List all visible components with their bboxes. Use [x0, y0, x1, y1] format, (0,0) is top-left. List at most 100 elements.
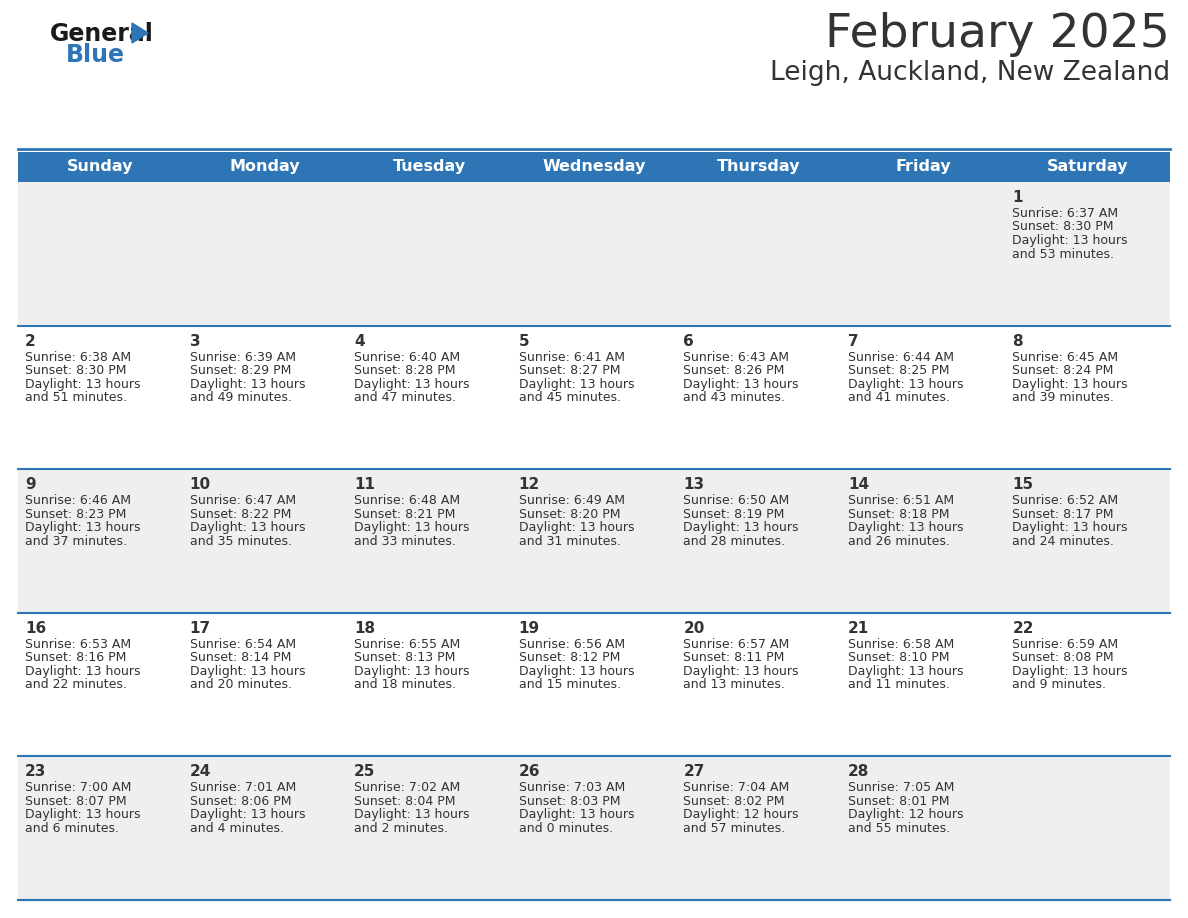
Text: Sunset: 8:13 PM: Sunset: 8:13 PM: [354, 651, 455, 665]
Text: Sunrise: 6:47 AM: Sunrise: 6:47 AM: [190, 494, 296, 508]
Text: Sunset: 8:22 PM: Sunset: 8:22 PM: [190, 508, 291, 521]
Text: and 31 minutes.: and 31 minutes.: [519, 534, 620, 548]
Text: Sunset: 8:30 PM: Sunset: 8:30 PM: [1012, 220, 1114, 233]
Text: Sunday: Sunday: [67, 160, 133, 174]
Text: 10: 10: [190, 477, 210, 492]
Text: Sunset: 8:16 PM: Sunset: 8:16 PM: [25, 651, 126, 665]
Text: Sunrise: 7:05 AM: Sunrise: 7:05 AM: [848, 781, 954, 794]
Text: and 28 minutes.: and 28 minutes.: [683, 534, 785, 548]
Text: Daylight: 13 hours: Daylight: 13 hours: [25, 665, 140, 677]
Text: Sunset: 8:18 PM: Sunset: 8:18 PM: [848, 508, 949, 521]
Text: Daylight: 13 hours: Daylight: 13 hours: [683, 665, 798, 677]
Text: Sunset: 8:19 PM: Sunset: 8:19 PM: [683, 508, 784, 521]
Text: 20: 20: [683, 621, 704, 636]
Text: Sunset: 8:25 PM: Sunset: 8:25 PM: [848, 364, 949, 377]
Text: 16: 16: [25, 621, 46, 636]
Text: 26: 26: [519, 765, 541, 779]
Text: Sunrise: 6:37 AM: Sunrise: 6:37 AM: [1012, 207, 1119, 220]
Text: Friday: Friday: [896, 160, 950, 174]
Text: Sunset: 8:14 PM: Sunset: 8:14 PM: [190, 651, 291, 665]
Text: Blue: Blue: [67, 43, 125, 67]
Text: Sunrise: 6:48 AM: Sunrise: 6:48 AM: [354, 494, 460, 508]
Text: and 11 minutes.: and 11 minutes.: [848, 678, 949, 691]
Text: Sunset: 8:23 PM: Sunset: 8:23 PM: [25, 508, 126, 521]
Text: and 24 minutes.: and 24 minutes.: [1012, 534, 1114, 548]
Text: Sunrise: 7:04 AM: Sunrise: 7:04 AM: [683, 781, 790, 794]
Text: Saturday: Saturday: [1047, 160, 1129, 174]
Bar: [18, 756, 1170, 900]
Text: Daylight: 13 hours: Daylight: 13 hours: [354, 665, 469, 677]
Text: Monday: Monday: [229, 160, 301, 174]
Text: and 0 minutes.: and 0 minutes.: [519, 822, 613, 834]
Text: 14: 14: [848, 477, 868, 492]
Text: Sunrise: 6:52 AM: Sunrise: 6:52 AM: [1012, 494, 1119, 508]
Text: Daylight: 13 hours: Daylight: 13 hours: [848, 665, 963, 677]
Text: Sunset: 8:17 PM: Sunset: 8:17 PM: [1012, 508, 1114, 521]
Text: Sunset: 8:01 PM: Sunset: 8:01 PM: [848, 795, 949, 808]
Text: Daylight: 13 hours: Daylight: 13 hours: [190, 521, 305, 534]
Text: and 33 minutes.: and 33 minutes.: [354, 534, 456, 548]
Text: Wednesday: Wednesday: [542, 160, 646, 174]
Text: and 43 minutes.: and 43 minutes.: [683, 391, 785, 404]
Text: Sunset: 8:04 PM: Sunset: 8:04 PM: [354, 795, 456, 808]
Text: Sunset: 8:02 PM: Sunset: 8:02 PM: [683, 795, 785, 808]
Text: Thursday: Thursday: [716, 160, 801, 174]
Text: Sunset: 8:08 PM: Sunset: 8:08 PM: [1012, 651, 1114, 665]
Text: Sunset: 8:03 PM: Sunset: 8:03 PM: [519, 795, 620, 808]
Text: Daylight: 13 hours: Daylight: 13 hours: [848, 377, 963, 390]
Text: and 6 minutes.: and 6 minutes.: [25, 822, 119, 834]
Text: 11: 11: [354, 477, 375, 492]
Text: Sunrise: 6:51 AM: Sunrise: 6:51 AM: [848, 494, 954, 508]
Text: Daylight: 13 hours: Daylight: 13 hours: [519, 377, 634, 390]
Text: Daylight: 13 hours: Daylight: 13 hours: [190, 377, 305, 390]
Text: 2: 2: [25, 333, 36, 349]
Text: Sunrise: 6:44 AM: Sunrise: 6:44 AM: [848, 351, 954, 364]
Text: and 57 minutes.: and 57 minutes.: [683, 822, 785, 834]
Text: Daylight: 13 hours: Daylight: 13 hours: [1012, 377, 1127, 390]
Text: Daylight: 13 hours: Daylight: 13 hours: [683, 377, 798, 390]
Text: and 2 minutes.: and 2 minutes.: [354, 822, 448, 834]
Text: Daylight: 13 hours: Daylight: 13 hours: [190, 665, 305, 677]
Text: Sunrise: 6:57 AM: Sunrise: 6:57 AM: [683, 638, 790, 651]
Text: Sunrise: 7:02 AM: Sunrise: 7:02 AM: [354, 781, 461, 794]
Bar: [18, 326, 1170, 469]
Text: Sunrise: 6:40 AM: Sunrise: 6:40 AM: [354, 351, 460, 364]
Text: Daylight: 13 hours: Daylight: 13 hours: [519, 521, 634, 534]
Text: and 37 minutes.: and 37 minutes.: [25, 534, 127, 548]
Text: Daylight: 12 hours: Daylight: 12 hours: [683, 809, 798, 822]
Text: 28: 28: [848, 765, 870, 779]
Text: 3: 3: [190, 333, 201, 349]
Text: Daylight: 13 hours: Daylight: 13 hours: [519, 665, 634, 677]
Text: Sunrise: 7:00 AM: Sunrise: 7:00 AM: [25, 781, 132, 794]
Text: Sunset: 8:30 PM: Sunset: 8:30 PM: [25, 364, 126, 377]
Text: Daylight: 13 hours: Daylight: 13 hours: [25, 809, 140, 822]
Text: Sunset: 8:11 PM: Sunset: 8:11 PM: [683, 651, 784, 665]
Text: 22: 22: [1012, 621, 1034, 636]
Text: Sunrise: 6:54 AM: Sunrise: 6:54 AM: [190, 638, 296, 651]
Text: and 51 minutes.: and 51 minutes.: [25, 391, 127, 404]
Text: 5: 5: [519, 333, 530, 349]
Text: Sunrise: 6:39 AM: Sunrise: 6:39 AM: [190, 351, 296, 364]
Text: Sunset: 8:06 PM: Sunset: 8:06 PM: [190, 795, 291, 808]
Text: and 39 minutes.: and 39 minutes.: [1012, 391, 1114, 404]
Text: 27: 27: [683, 765, 704, 779]
Text: General: General: [50, 22, 154, 46]
Text: Sunset: 8:28 PM: Sunset: 8:28 PM: [354, 364, 456, 377]
Text: Sunrise: 6:50 AM: Sunrise: 6:50 AM: [683, 494, 790, 508]
Text: and 9 minutes.: and 9 minutes.: [1012, 678, 1106, 691]
Text: 4: 4: [354, 333, 365, 349]
Text: Sunset: 8:24 PM: Sunset: 8:24 PM: [1012, 364, 1114, 377]
Text: Daylight: 13 hours: Daylight: 13 hours: [848, 521, 963, 534]
Text: Daylight: 13 hours: Daylight: 13 hours: [354, 377, 469, 390]
Text: Sunset: 8:07 PM: Sunset: 8:07 PM: [25, 795, 127, 808]
Text: 18: 18: [354, 621, 375, 636]
Text: and 49 minutes.: and 49 minutes.: [190, 391, 291, 404]
Text: Sunrise: 6:55 AM: Sunrise: 6:55 AM: [354, 638, 461, 651]
Text: Sunrise: 7:03 AM: Sunrise: 7:03 AM: [519, 781, 625, 794]
Text: Sunset: 8:27 PM: Sunset: 8:27 PM: [519, 364, 620, 377]
Bar: [18, 152, 1170, 182]
Bar: [18, 182, 1170, 326]
Text: and 13 minutes.: and 13 minutes.: [683, 678, 785, 691]
Bar: [18, 613, 1170, 756]
Text: Sunrise: 6:56 AM: Sunrise: 6:56 AM: [519, 638, 625, 651]
